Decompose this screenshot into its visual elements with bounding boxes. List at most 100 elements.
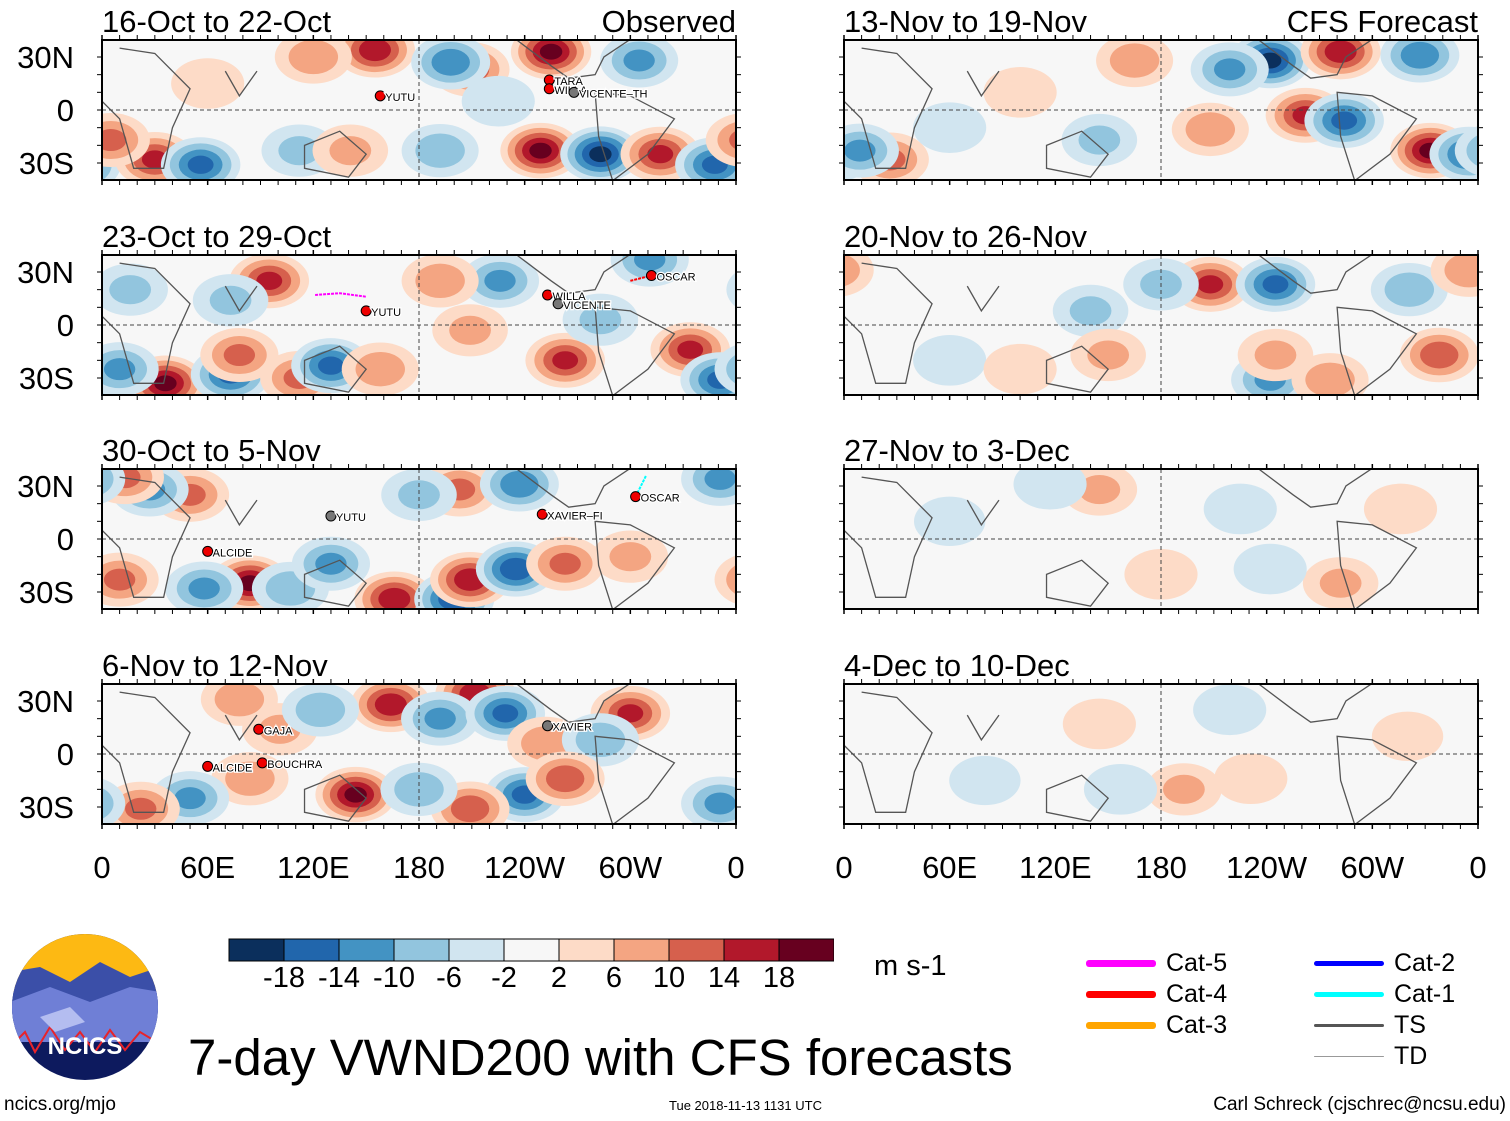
anomaly-contour	[341, 342, 419, 395]
colorbar-swatch	[338, 938, 395, 962]
anomaly-level	[983, 343, 1057, 395]
anomaly-contour	[432, 304, 508, 357]
colorbar-swatch	[558, 938, 615, 962]
panel-title: 27-Nov to 3-Dec	[844, 433, 1070, 468]
cyclone-icon	[202, 545, 214, 557]
lon-label: 180	[1135, 850, 1187, 885]
anomaly-level	[1254, 340, 1297, 370]
anomaly-contour	[312, 124, 389, 177]
anomaly-level	[1069, 296, 1112, 326]
anomaly-contour	[381, 469, 457, 521]
anomaly-level	[726, 272, 736, 308]
source-url[interactable]: ncics.org/mjo	[4, 1094, 116, 1115]
anomaly-contour	[354, 571, 435, 609]
anomaly-contour	[401, 124, 479, 178]
anomaly-contour	[165, 561, 244, 609]
coastline	[102, 255, 676, 395]
anomaly-contour	[525, 751, 605, 807]
anomaly-level	[575, 722, 626, 758]
anomaly-contour	[1363, 483, 1438, 535]
legend-item: Cat-1	[1314, 980, 1455, 1009]
anomaly-level	[844, 255, 860, 287]
anomaly-level	[1062, 698, 1136, 750]
panel-title: 13-Nov to 19-Nov	[844, 4, 1087, 39]
anomaly-level	[552, 351, 579, 370]
anomaly-level	[318, 356, 344, 375]
lat-label: 0	[56, 737, 74, 772]
legend-item: Cat-2	[1314, 949, 1455, 978]
anomaly-contour	[281, 684, 359, 737]
anomaly-contour	[1083, 764, 1158, 815]
anomaly-contour	[500, 122, 581, 179]
anomaly-contour	[102, 776, 736, 824]
cyclone-icon	[552, 298, 564, 310]
lat-label: 0	[56, 308, 74, 343]
cyclone-icon	[360, 305, 372, 317]
legend-line-icon	[1086, 960, 1156, 967]
anomaly-level	[295, 692, 346, 728]
anomaly-contour	[411, 40, 491, 90]
lat-label: 0	[56, 522, 74, 557]
colorbar-swatch	[503, 938, 560, 962]
legend-label: TS	[1394, 1011, 1426, 1039]
anomaly-level	[726, 565, 736, 595]
anomaly-level	[415, 263, 465, 299]
anomaly-contour	[983, 67, 1057, 118]
anomaly-contour	[914, 496, 986, 546]
anomaly-level	[1233, 543, 1307, 595]
anomaly-level	[1420, 341, 1459, 369]
lon-label: 60W	[598, 850, 663, 885]
anomaly-contour	[1304, 93, 1384, 149]
legend-item: Cat-4	[1086, 980, 1227, 1009]
anomaly-level	[1466, 135, 1478, 167]
anomaly-contour	[1070, 328, 1146, 382]
anomaly-level	[726, 354, 736, 384]
anomaly-level	[1214, 753, 1288, 805]
cyclone-icon	[542, 720, 554, 732]
anomaly-contour	[913, 335, 987, 386]
anomaly-level	[450, 795, 490, 823]
anomaly-level	[1400, 41, 1440, 69]
cyclone-icon	[543, 83, 555, 95]
anomaly-contour	[461, 75, 535, 127]
cyclone-icon	[645, 270, 657, 282]
anomaly-contour	[334, 40, 415, 78]
anomaly-level	[1197, 275, 1224, 294]
legend-item: Cat-3	[1086, 1011, 1227, 1040]
storm-name: YUTU	[385, 92, 415, 104]
cyclone-icon	[630, 491, 642, 503]
anomaly-level	[983, 67, 1057, 118]
anomaly-contour	[200, 328, 279, 383]
anomaly-contour	[200, 684, 278, 726]
anomaly-level	[589, 146, 612, 163]
anomaly-level	[1109, 43, 1160, 78]
anomaly-level	[704, 792, 736, 815]
anomaly-contour	[211, 752, 289, 806]
storm-marker: ALCIDE	[202, 545, 254, 561]
anomaly-contour	[401, 255, 479, 308]
anomaly-contour	[1233, 543, 1307, 595]
anomaly-level	[398, 480, 440, 510]
anomaly-level	[647, 145, 674, 164]
anomaly-level	[1331, 111, 1358, 130]
units-label: m s-1	[874, 950, 947, 982]
lon-label: 0	[835, 850, 853, 885]
anomaly-contour	[1096, 40, 1174, 88]
legend-item: TD	[1314, 1042, 1427, 1071]
colorbar-tick-label: -6	[436, 962, 462, 994]
credit: Carl Schreck (cjschrec@ncsu.edu)	[1213, 1094, 1506, 1115]
anomaly-level	[1078, 125, 1121, 155]
anomaly-contour	[1190, 42, 1269, 97]
anomaly-level	[1078, 474, 1121, 505]
colorbar-swatch	[448, 938, 505, 962]
anomaly-contour	[1203, 483, 1277, 535]
anomaly-level	[154, 375, 177, 392]
legend-label: Cat-2	[1394, 949, 1456, 977]
panel-title: 6-Nov to 12-Nov	[102, 648, 328, 683]
anomaly-level	[344, 786, 367, 803]
cyclone-icon	[568, 86, 580, 98]
anomaly-level	[102, 787, 114, 819]
storm-name: GAJA	[264, 725, 293, 737]
lon-label: 60W	[1340, 850, 1405, 885]
lon-label: 0	[1469, 850, 1487, 885]
